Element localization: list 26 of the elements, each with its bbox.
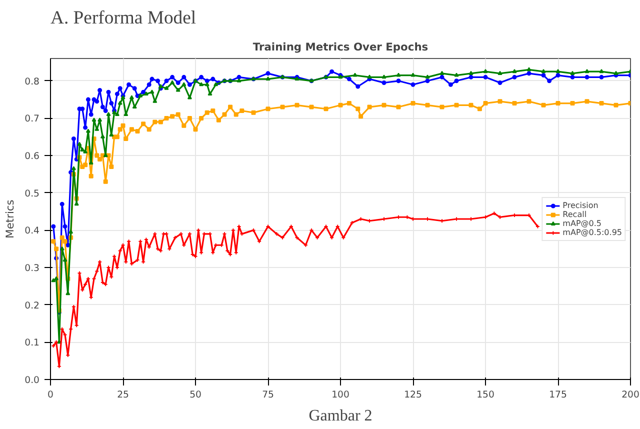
y-tick-label: 0.8 <box>24 76 40 88</box>
x-tick-label: 175 <box>549 390 567 400</box>
x-tick-label: 25 <box>117 390 129 400</box>
y-axis-title: Metrics <box>4 199 17 238</box>
x-tick-label: 200 <box>622 390 640 400</box>
y-tick-label: 0.0 <box>24 375 40 386</box>
y-tick-label: 0.4 <box>24 226 40 237</box>
x-tick-label: 100 <box>332 390 350 400</box>
y-tick-label: 0.1 <box>24 338 40 349</box>
legend-label: mAP@0.5:0.95 <box>562 228 622 236</box>
y-tick-label: 0.7 <box>24 114 40 125</box>
legend-label: mAP@0.5 <box>562 218 602 228</box>
text: Gambar 2 <box>308 408 372 424</box>
x-tick-label: 50 <box>190 390 202 400</box>
x-tick-label: 125 <box>404 390 422 400</box>
x-tick-label: 150 <box>476 390 494 400</box>
chart-title: Training Metrics Over Epochs <box>252 40 428 54</box>
y-tick-label: 0.3 <box>24 263 40 274</box>
x-tick-label: 75 <box>262 390 274 400</box>
y-tick-label: 0.6 <box>24 151 40 162</box>
y-tick-label: 0.5 <box>24 188 40 200</box>
y-tick-label: 0.2 <box>24 300 40 312</box>
legend-label: Precision <box>562 200 598 210</box>
legend-label: Recall <box>562 210 587 218</box>
x-tick-label: 0 <box>48 390 54 400</box>
text: A. Performa Model <box>50 8 196 28</box>
